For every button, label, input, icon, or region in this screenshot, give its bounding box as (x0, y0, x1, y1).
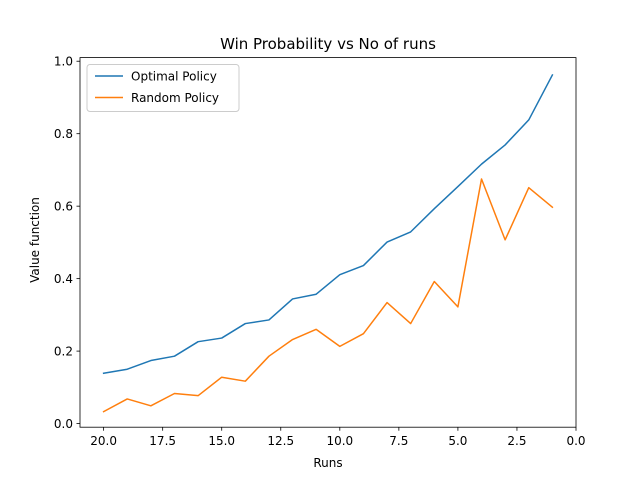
y-tick-label: 0.8 (54, 127, 73, 141)
x-tick-label: 17.5 (149, 434, 176, 448)
series-line-0 (102, 73, 554, 375)
x-tick-label: 10.0 (326, 434, 353, 448)
x-tick-label: 2.5 (507, 434, 526, 448)
legend-label-0: Optimal Policy (131, 69, 217, 83)
y-tick-label: 0.6 (54, 199, 73, 213)
y-tick-label: 0.0 (54, 417, 73, 431)
x-tick-label: 12.5 (267, 434, 294, 448)
y-axis-label: Value function (28, 197, 42, 283)
x-tick-label: 7.5 (389, 434, 408, 448)
legend-box (86, 64, 240, 112)
y-tick-label: 0.4 (54, 272, 73, 286)
legend: Optimal Policy Random Policy (86, 64, 240, 112)
x-tick-label: 0.0 (566, 434, 585, 448)
y-tick-label: 0.2 (54, 344, 73, 358)
chart-title: Win Probability vs No of runs (220, 35, 436, 53)
x-tick-label: 15.0 (208, 434, 235, 448)
axes-frame (79, 57, 577, 428)
x-tick-label: 20.0 (90, 434, 117, 448)
y-tick-label: 1.0 (54, 55, 73, 69)
x-axis-label: Runs (313, 456, 342, 470)
legend-label-1: Random Policy (131, 91, 219, 105)
x-tick-label: 5.0 (448, 434, 467, 448)
series-line-1 (102, 178, 554, 413)
plot-area: 20.0 17.5 15.0 12.5 10.0 7.5 5.0 2.5 0.0 0.0 0.2 0.… (54, 55, 586, 449)
